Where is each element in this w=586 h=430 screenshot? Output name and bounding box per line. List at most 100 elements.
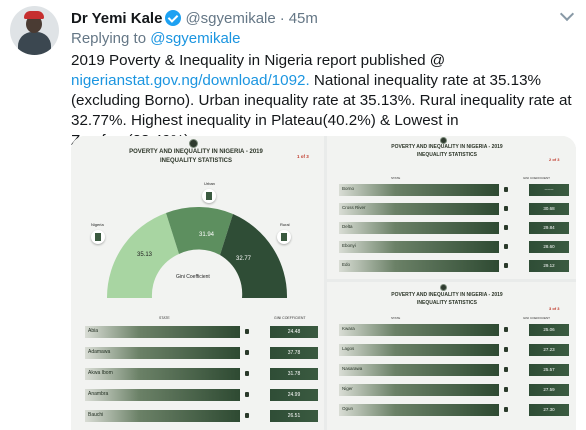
verified-badge-icon [165, 10, 182, 26]
state-bar [339, 384, 499, 396]
gini-value: 24.99 [270, 389, 318, 401]
rural-house-icon [277, 230, 291, 244]
gini-value: 27.23 [529, 344, 569, 356]
gauge-nigeria-segment [106, 213, 179, 298]
gauge-rural-value: 32.77 [236, 256, 252, 262]
table-row: Borno ------ [339, 184, 569, 196]
state-name: Akwa Ibom [88, 370, 113, 376]
lock-icon [245, 371, 249, 376]
gauge-nigeria-label: Nigeria [91, 222, 104, 227]
tweet-media[interactable]: POVERTY AND INEQUALITY IN NIGERIA - 2019… [71, 136, 576, 430]
gini-value: 37.78 [270, 347, 318, 359]
panel1-col-state: STATE [159, 316, 170, 320]
panel3-col-gini: GINI COEFFICIENT [523, 316, 550, 320]
gini-value: 29.84 [529, 222, 569, 234]
state-name: Borno [342, 186, 355, 191]
state-bar [339, 184, 499, 196]
lock-icon [504, 367, 508, 372]
gini-value: 28.60 [529, 241, 569, 253]
lock-icon [504, 187, 508, 192]
infographic-panel-2[interactable]: POVERTY AND INEQUALITY IN NIGERIA - 2019… [327, 136, 576, 279]
state-bar [85, 368, 240, 380]
state-name: Cross River [342, 205, 366, 210]
panel2-title: POVERTY AND INEQUALITY IN NIGERIA - 2019 [391, 144, 503, 150]
panel1-col-gini: GINI COEFFICIENT [274, 316, 306, 320]
table-row: Ebonyi 28.60 [339, 241, 569, 253]
state-name: Niger [342, 386, 353, 391]
infographic-panel-3[interactable]: POVERTY AND INEQUALITY IN NIGERIA - 2019… [327, 282, 576, 430]
panel3-subtitle: INEQUALITY STATISTICS [416, 300, 477, 306]
panel2-page: 2 of 3 [549, 157, 560, 162]
panel3-page: 3 of 3 [549, 306, 560, 311]
gini-value: 30.68 [529, 203, 569, 215]
gini-value: 27.30 [529, 404, 569, 416]
state-bar [339, 222, 499, 234]
infographic-panel-1[interactable]: POVERTY AND INEQUALITY IN NIGERIA - 2019… [71, 136, 324, 430]
gauge-nigeria-value: 35.13 [137, 252, 153, 258]
panel2-subtitle: INEQUALITY STATISTICS [416, 152, 477, 158]
gini-value: 24.48 [270, 326, 318, 338]
lock-icon [245, 329, 249, 334]
gini-value: 27.59 [529, 384, 569, 396]
panel1-page: 1 of 3 [297, 154, 309, 159]
table-row: Nasarawa 25.57 [339, 364, 569, 376]
state-bar [339, 404, 499, 416]
nigeria-map-icon [91, 230, 105, 244]
lock-icon [504, 407, 508, 412]
state-bar [339, 260, 499, 272]
table-row: Kwara 25.06 [339, 324, 569, 336]
table-row: Adamawa 37.78 [85, 347, 318, 359]
lock-icon [504, 244, 508, 249]
state-bar [339, 364, 499, 376]
avatar[interactable] [10, 6, 59, 55]
lock-icon [504, 327, 508, 332]
user-handle[interactable]: @sgyemikale [185, 9, 276, 27]
display-name[interactable]: Dr Yemi Kale [71, 9, 163, 27]
gauge-urban-segment [166, 207, 233, 255]
state-bar [339, 344, 499, 356]
replying-to-prefix: Replying to [71, 30, 151, 47]
tweet-link[interactable]: nigerianstat.gov.ng/download/1092. [71, 72, 310, 89]
gauge-rural-segment [220, 214, 288, 298]
nbs-logo [440, 137, 447, 144]
nbs-logo [189, 139, 198, 148]
lock-icon [504, 206, 508, 211]
table-row: Edo 29.12 [339, 260, 569, 272]
state-name: Anambra [88, 391, 109, 397]
table-row: Bauchi 26.51 [85, 410, 318, 422]
gini-value: 29.12 [529, 260, 569, 272]
replying-to: Replying to @sgyemikale [71, 30, 240, 47]
nbs-logo [440, 284, 447, 291]
state-bar [85, 347, 240, 359]
avatar-head [26, 15, 42, 33]
state-name: Edo [342, 262, 351, 267]
panel2-col-state: STATE [391, 176, 401, 180]
chevron-down-icon[interactable] [559, 6, 575, 22]
panel3-col-state: STATE [391, 316, 401, 320]
tweet-header: Dr Yemi Kale @sgyemikale · 45m [71, 7, 318, 29]
timestamp[interactable]: 45m [288, 9, 318, 27]
state-name: Ebonyi [342, 243, 356, 248]
gini-gauge [106, 207, 288, 298]
lock-icon [245, 350, 249, 355]
lock-icon [245, 392, 249, 397]
state-name: Ogun [342, 406, 354, 411]
table-row: Akwa Ibom 31.78 [85, 368, 318, 380]
gauge-center-label: Gini Coefficient [176, 274, 210, 280]
state-name: Abia [88, 328, 99, 334]
state-bar [85, 410, 240, 422]
urban-buildings-icon [202, 189, 216, 203]
gauge-rural-label: Rural [280, 222, 290, 227]
table-row: Anambra 24.99 [85, 389, 318, 401]
state-name: Adamawa [88, 349, 111, 355]
gini-value: 25.06 [529, 324, 569, 336]
table-row: Ogun 27.30 [339, 404, 569, 416]
panel1-title: POVERTY AND INEQUALITY IN NIGERIA - 2019 [129, 149, 263, 155]
state-name: Nasarawa [342, 366, 363, 371]
table-row: Delta 29.84 [339, 222, 569, 234]
state-name: Kwara [342, 326, 355, 331]
state-bar [339, 241, 499, 253]
table-row: Lagos 27.23 [339, 344, 569, 356]
replying-to-handle[interactable]: @sgyemikale [150, 30, 241, 47]
